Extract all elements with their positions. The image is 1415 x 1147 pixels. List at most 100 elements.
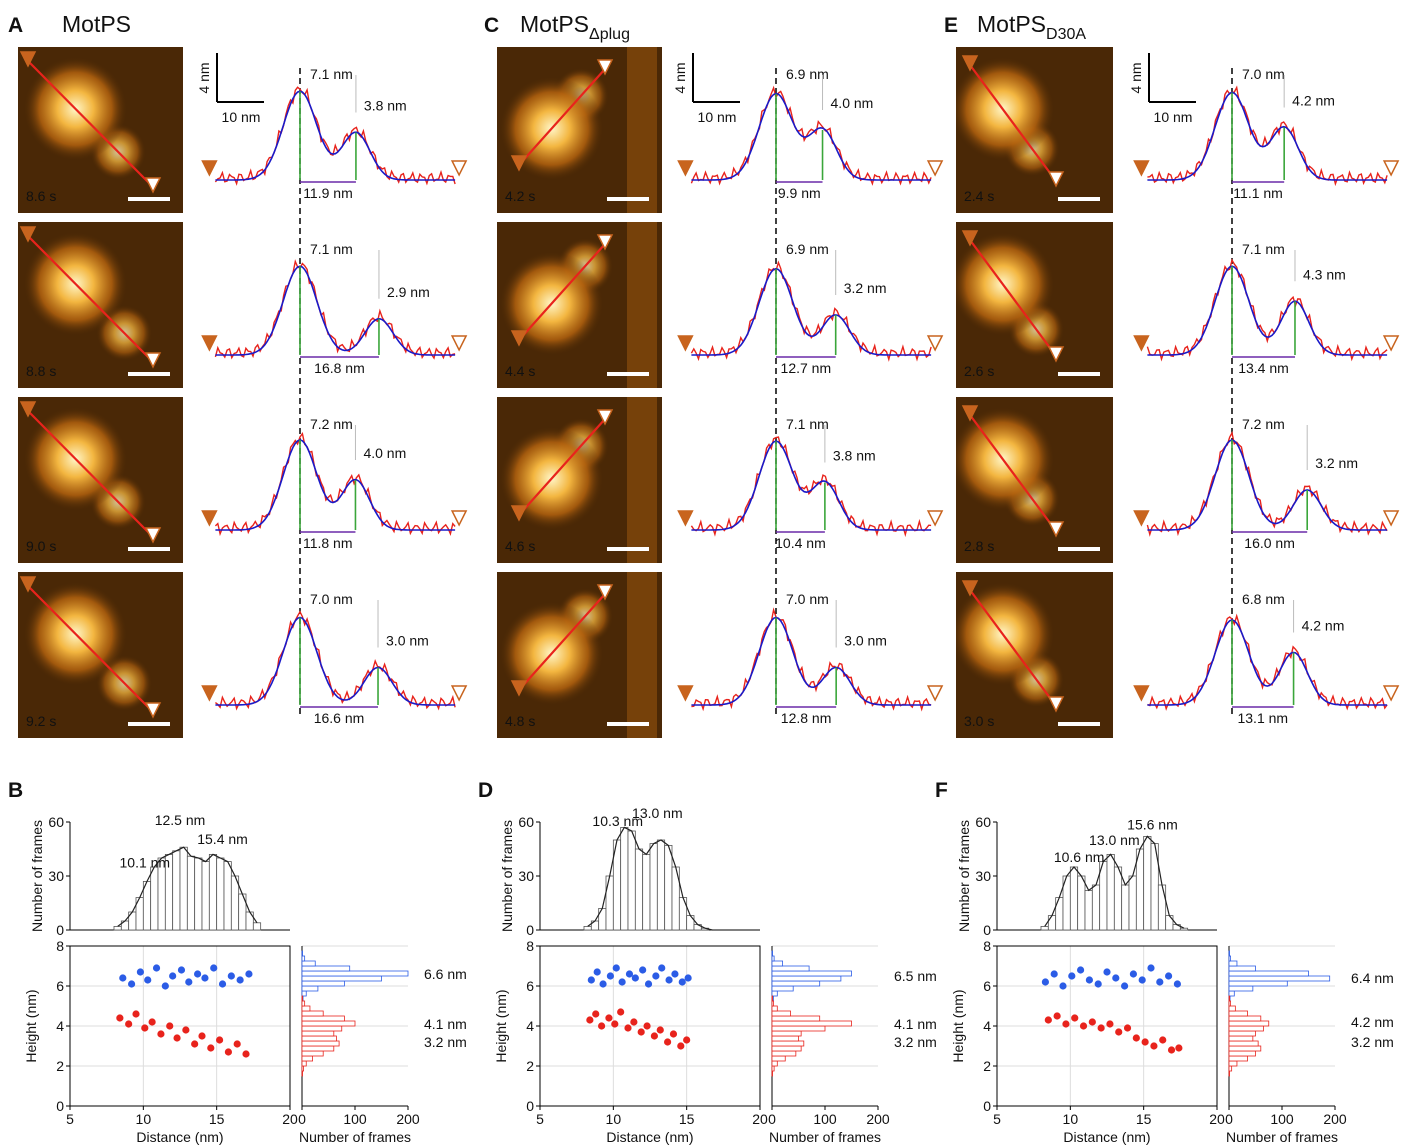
panel-title: MotPSD30A xyxy=(977,11,1086,43)
hist-bar xyxy=(1099,861,1108,931)
scatter-point xyxy=(233,1040,241,1048)
scatter-point xyxy=(617,1008,625,1016)
x-axis-label: Number of frames xyxy=(299,1129,411,1145)
scatter-point xyxy=(116,1014,124,1022)
scatter-point xyxy=(201,974,209,982)
side-hist-bar xyxy=(301,1025,343,1032)
height-label: 3.2 nm xyxy=(1315,455,1358,471)
frame-time: 3.0 s xyxy=(964,713,994,729)
side-hist-bar xyxy=(1228,1050,1256,1057)
scatter-point xyxy=(194,970,202,978)
start-marker xyxy=(961,55,979,72)
height-label: 7.0 nm xyxy=(310,591,353,607)
end-marker xyxy=(596,59,614,76)
scatter-point xyxy=(173,1034,181,1042)
profile-end xyxy=(450,685,468,702)
y-tick-label: 4 xyxy=(526,1018,534,1034)
panel-label: A xyxy=(8,14,23,37)
y-tick-label: 60 xyxy=(48,814,64,830)
start-marker xyxy=(19,226,37,243)
peak-label: 4.2 nm xyxy=(1351,1014,1394,1030)
hist-bar xyxy=(201,861,210,931)
profile-end xyxy=(926,685,944,702)
side-hist-bar xyxy=(1228,1035,1254,1042)
scatter-point xyxy=(1115,1028,1123,1036)
side-hist-bar xyxy=(1228,970,1309,977)
side-hist-bar xyxy=(301,1055,314,1062)
scatter-point xyxy=(1077,966,1085,974)
scatter-point xyxy=(677,1042,685,1050)
image-scale-bar xyxy=(1058,547,1100,551)
scatter-point xyxy=(1059,982,1067,990)
height-label: 3.0 nm xyxy=(844,633,887,649)
side-hist-bar xyxy=(1228,1010,1248,1017)
scatter-point xyxy=(141,1024,149,1032)
hist-bar xyxy=(216,857,225,931)
scatter-point xyxy=(624,1024,632,1032)
scatter-point xyxy=(587,976,595,984)
peak-label: 6.4 nm xyxy=(1351,970,1394,986)
profile-start xyxy=(1133,510,1150,527)
side-hist-bar xyxy=(301,1040,340,1047)
y-tick-label: 0 xyxy=(56,1098,64,1114)
scatter-point xyxy=(132,1010,140,1018)
height-label: 3.2 nm xyxy=(844,280,887,296)
side-hist-bar xyxy=(771,1060,778,1067)
end-marker xyxy=(144,527,162,544)
scatter-point xyxy=(1068,972,1076,980)
profile-line xyxy=(27,585,154,713)
peak-label: 4.1 nm xyxy=(894,1016,937,1032)
scale-label-h: 10 nm xyxy=(222,109,261,125)
end-marker xyxy=(1047,521,1065,538)
side-hist-bar xyxy=(301,1045,335,1052)
hist-bar xyxy=(172,850,181,931)
scatter-point xyxy=(144,976,152,984)
side-hist-bar xyxy=(1228,1060,1238,1067)
side-hist-bar xyxy=(771,1005,778,1012)
scatter-point xyxy=(1112,974,1120,982)
hist-bar xyxy=(1106,854,1115,931)
hist-bar xyxy=(1091,884,1101,931)
x-tick-label: 15 xyxy=(679,1111,695,1127)
title-text: MotPS xyxy=(62,11,131,37)
scatter-point xyxy=(128,980,136,988)
distance-label: 11.9 nm xyxy=(303,185,353,201)
x-tick-label: 15 xyxy=(209,1111,225,1127)
profile-fit xyxy=(1147,439,1388,531)
side-hist-bar xyxy=(301,970,409,977)
panel-label: B xyxy=(8,779,23,802)
hist-bar xyxy=(1135,848,1145,931)
x-tick-label: 200 xyxy=(396,1111,420,1127)
x-tick-label: 0 xyxy=(1225,1111,1233,1127)
frame-time: 4.2 s xyxy=(505,188,535,204)
distance-label: 16.6 nm xyxy=(314,710,365,726)
start-marker xyxy=(19,576,37,593)
start-marker xyxy=(961,405,979,422)
height-label: 3.0 nm xyxy=(386,633,429,649)
end-marker xyxy=(1047,171,1065,188)
image-scale-bar xyxy=(128,722,170,726)
scatter-point xyxy=(611,1020,619,1028)
scatter-point xyxy=(152,964,161,972)
scatter-point xyxy=(652,972,660,980)
frame-time: 2.6 s xyxy=(964,363,994,379)
height-label: 4.2 nm xyxy=(1292,93,1335,109)
y-tick-label: 2 xyxy=(526,1058,534,1074)
scatter-point xyxy=(1079,1022,1088,1030)
height-label: 7.1 nm xyxy=(1242,241,1285,257)
scatter-point xyxy=(136,968,144,976)
scale-label-v: 4 nm xyxy=(1128,62,1144,93)
x-axis-label: Distance (nm) xyxy=(136,1129,223,1145)
scatter-point xyxy=(1103,968,1111,976)
peak-label: 6.5 nm xyxy=(894,968,937,984)
end-marker xyxy=(596,584,614,601)
scatter-point xyxy=(236,976,244,984)
scatter-point xyxy=(191,1040,199,1048)
peak-label: 10.3 nm xyxy=(592,813,643,829)
fit-curve xyxy=(117,846,258,927)
hist-bar xyxy=(686,915,695,931)
title-subscript: Δplug xyxy=(589,26,630,43)
scatter-point xyxy=(1173,980,1181,988)
scatter-point xyxy=(161,982,169,990)
